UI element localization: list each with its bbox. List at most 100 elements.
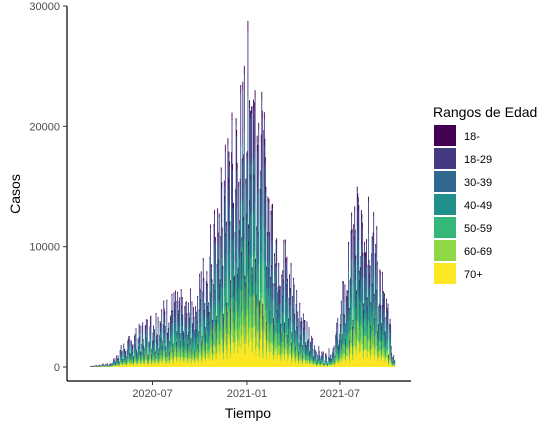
bar-segment-70+ — [232, 336, 233, 367]
bar-segment-30-39 — [259, 316, 261, 329]
bar-segment-50-59 — [276, 312, 278, 333]
bar-segment-40-49 — [307, 351, 308, 357]
bar-segment-50-59 — [119, 364, 121, 366]
bar-segment-30-39 — [299, 316, 301, 330]
bar-segment-60-69 — [247, 273, 249, 316]
bar-segment-40-49 — [358, 271, 360, 300]
bar-segment-60-69 — [301, 354, 303, 361]
bar-segment-30-39 — [334, 357, 336, 361]
bar-segment-18- — [241, 237, 243, 242]
bar-segment-40-49 — [173, 322, 175, 336]
bar-segment-18-29 — [375, 247, 377, 272]
bar-segment-70+ — [243, 344, 245, 367]
bar-segment-40-49 — [283, 341, 285, 349]
bar-segment-30-39 — [189, 324, 191, 335]
bar-segment-30-39 — [196, 331, 198, 341]
bar-segment-60-69 — [361, 325, 363, 345]
bar-segment-18-29 — [279, 288, 281, 305]
bar-segment-18- — [288, 297, 290, 300]
bar-segment-60-69 — [321, 362, 323, 365]
bar-segment-18- — [254, 101, 256, 110]
bar-segment-30-39 — [359, 289, 361, 309]
bar-segment-40-49 — [156, 347, 158, 354]
bar-segment-40-49 — [193, 337, 195, 346]
bar-segment-40-49 — [342, 316, 344, 331]
bar-segment-30-39 — [322, 354, 324, 358]
bar-segment-30-39 — [114, 362, 115, 364]
bar-segment-50-59 — [375, 315, 377, 334]
bar-segment-50-59 — [176, 356, 178, 361]
bar-segment-18- — [178, 301, 180, 304]
bar-segment-30-39 — [152, 340, 154, 347]
bar-segment-40-49 — [226, 329, 228, 341]
bar-segment-70+ — [293, 354, 295, 367]
bar-segment-18-29 — [228, 167, 230, 207]
legend-swatch — [434, 148, 456, 169]
bar-segment-18- — [256, 135, 258, 143]
bar-segment-18- — [292, 296, 294, 299]
bar-segment-70+ — [302, 365, 304, 367]
bar-segment-60-69 — [291, 360, 292, 364]
bar-segment-40-49 — [384, 346, 386, 353]
bar-segment-60-69 — [318, 361, 320, 364]
bar-segment-40-49 — [261, 215, 263, 260]
bar-segment-30-39 — [116, 357, 117, 361]
bar-segment-18- — [265, 266, 267, 270]
bar-segment-18- — [233, 202, 234, 208]
bar-segment-18-29 — [324, 354, 326, 357]
bar-segment-60-69 — [226, 349, 228, 358]
bar-segment-70+ — [226, 357, 228, 367]
bar-segment-50-59 — [247, 221, 249, 274]
bar-segment-60-69 — [298, 360, 300, 364]
bar-segment-60-69 — [169, 359, 171, 364]
bar-segment-18- — [282, 270, 284, 274]
bar-segment-50-59 — [293, 329, 295, 343]
bar-segment-18-29 — [305, 348, 307, 352]
bar-segment-30-39 — [264, 188, 266, 233]
bar-segment-40-49 — [286, 301, 288, 321]
bar-segment-18- — [187, 335, 189, 336]
bar-segment-18- — [382, 305, 384, 307]
bar-segment-70+ — [144, 360, 146, 367]
bar-segment-18- — [311, 349, 313, 350]
bar-segment-40-49 — [184, 337, 186, 347]
bar-segment-18-29 — [183, 333, 185, 341]
bar-segment-50-59 — [237, 328, 239, 343]
bar-segment-50-59 — [293, 332, 295, 345]
bar-segment-60-69 — [316, 365, 318, 366]
bar-segment-30-39 — [291, 339, 293, 347]
bar-segment-70+ — [153, 362, 155, 367]
bar-segment-18-29 — [386, 300, 387, 314]
bar-segment-18- — [226, 312, 228, 314]
bar-segment-50-59 — [283, 313, 285, 333]
bar-segment-40-49 — [205, 347, 207, 354]
bar-segment-18- — [251, 267, 253, 271]
bar-segment-70+ — [118, 365, 120, 367]
bar-segment-30-39 — [318, 354, 320, 358]
bar-segment-50-59 — [283, 348, 285, 356]
bar-segment-30-39 — [355, 307, 357, 322]
bar-segment-18- — [374, 318, 376, 321]
bar-segment-30-39 — [310, 348, 312, 354]
bar-segment-18- — [173, 292, 175, 295]
bar-segment-18-29 — [108, 364, 110, 365]
bar-segment-50-59 — [313, 362, 315, 365]
bar-segment-40-49 — [178, 333, 180, 344]
bar-segment-30-39 — [167, 340, 169, 348]
bar-segment-18-29 — [219, 282, 221, 299]
bar-segment-30-39 — [242, 144, 244, 199]
bar-segment-30-39 — [285, 282, 287, 303]
x-axis-title: Tiempo — [225, 405, 271, 421]
bar-segment-40-49 — [372, 287, 374, 311]
legend-label: 30-39 — [464, 177, 492, 189]
bar-segment-30-39 — [371, 265, 373, 290]
bar-segment-18- — [358, 205, 360, 211]
bar-segment-30-39 — [255, 282, 257, 304]
bar-segment-70+ — [233, 342, 234, 367]
bar-segment-60-69 — [114, 364, 116, 366]
bar-segment-70+ — [205, 362, 207, 367]
bar-segment-70+ — [391, 364, 393, 367]
bar-segment-18-29 — [376, 230, 378, 258]
bar-segment-18-29 — [270, 215, 272, 246]
